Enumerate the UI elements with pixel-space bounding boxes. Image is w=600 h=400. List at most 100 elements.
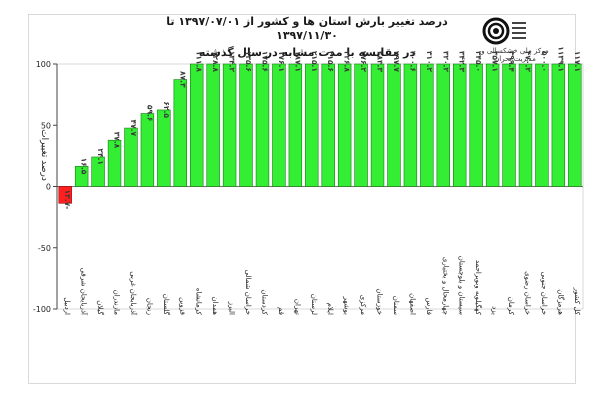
bar (469, 63, 483, 187)
logo-caption: مرکز ملی خشکسالی و مدیریت بحران (481, 47, 549, 63)
category-label: سمنان (392, 296, 400, 315)
category-label: چهارمحال و بختیاری (441, 257, 449, 315)
value-label: ۱۳۴.۲ (228, 51, 237, 73)
bar (518, 63, 533, 187)
value-label: ۲۲۶.۸ (343, 51, 352, 73)
value-label: ۸۷.۳ (178, 71, 187, 88)
category-label: هرمزگان (556, 289, 565, 315)
category-label: لرستان (310, 294, 318, 315)
category-label: کردستان (260, 289, 268, 315)
value-labels: -۱۳.۷ ۱۶.۵ ۲۴.۱ ۳۷.۸ ۴۷.۷ ۵۹.۶ ۶۲.۵ ۸۷.۳ ۱۱۱.۸ ۱۲… (63, 46, 582, 209)
value-label: ۱۱۱.۸ (195, 51, 204, 73)
drought-center-logo-icon (478, 16, 530, 62)
value-label: ۱۳۵.۶ (244, 51, 253, 72)
title-line-1: درصد تغییر بارش استان ها و کشور از ۱۳۹۷/… (166, 15, 448, 42)
value-label: ۲۱۵.۱ (310, 51, 319, 72)
bar (305, 63, 319, 187)
chart-title: درصد تغییر بارش استان ها و کشور از ۱۳۹۷/… (149, 15, 465, 60)
value-label: ۳۴۲.۳ (458, 51, 467, 73)
category-label: کرمانشاه (195, 288, 203, 316)
category-label: مازندران (113, 290, 121, 316)
bar (107, 139, 122, 187)
bar (272, 63, 286, 187)
category-label: همدان (211, 297, 219, 316)
bar (206, 63, 220, 187)
bar (157, 109, 171, 187)
category-label: مرکزی (359, 295, 367, 316)
bar (403, 63, 418, 187)
bar (337, 63, 352, 187)
category-label: گیلان (96, 300, 105, 315)
bar (124, 127, 138, 187)
bar (370, 63, 385, 187)
value-label: ۳۴۵.۰ (474, 51, 483, 72)
bar (91, 156, 105, 187)
value-label: ۵۰۰.۰ (540, 51, 549, 72)
value-label: ۱۱۳۹.۱ (556, 46, 565, 72)
value-label: ۲۱۵.۶ (326, 51, 335, 72)
category-label: سیستان و بلوچستان (458, 256, 466, 315)
category-label: فارس (425, 298, 433, 315)
value-label: ۳۰۰.۶ (408, 51, 417, 72)
category-label: اردبیل (63, 297, 71, 315)
bar (453, 63, 467, 187)
category-label: خراسان شمالی (244, 269, 252, 315)
bar (255, 63, 270, 187)
y-tick-label: 50 (41, 121, 51, 130)
category-label: بوشهر (343, 295, 351, 315)
bar (387, 63, 401, 187)
category-label: تهران (293, 299, 301, 315)
value-label: ۱۷۶.۱ (277, 51, 286, 72)
category-label: گلستان (162, 294, 171, 316)
bar (239, 63, 253, 187)
bar (420, 63, 434, 187)
bar (502, 63, 516, 187)
bar (140, 113, 155, 187)
y-tick-label: -100 (33, 305, 51, 314)
value-label: ۳۵۷.۱ (491, 51, 500, 72)
bar (436, 63, 450, 187)
category-label: خراسان جنوبی (540, 272, 548, 315)
bar (485, 63, 500, 187)
value-label: ۲۴.۱ (96, 148, 105, 165)
category-label: ایلام (326, 303, 334, 315)
category-label: کل کشور (573, 287, 581, 316)
category-label: کرمان (507, 297, 515, 316)
bar (58, 186, 72, 204)
category-label: خوزستان (376, 288, 384, 315)
category-label: یزد (491, 306, 499, 315)
category-labels: اردبیل آذربایجان شرقی گیلان مازندران آذربایج… (63, 256, 581, 316)
bar (222, 63, 237, 187)
value-label: ۱۸۷.۱ (293, 51, 302, 72)
bar (190, 63, 204, 187)
bars (58, 63, 582, 204)
value-label: ۲۹۷.۷ (392, 51, 401, 73)
bar (535, 63, 549, 187)
category-label: اصفهان (408, 293, 416, 315)
value-label: ۴۷.۷ (129, 119, 138, 136)
category-label: آذربایجان غربی (129, 271, 138, 316)
bar (288, 63, 303, 187)
y-axis-label: درصد تغییرات (39, 129, 49, 181)
category-label: البرز (228, 301, 236, 315)
value-label: ۳۹۹.۴ (507, 51, 516, 73)
category-label: زنجان (145, 298, 153, 315)
y-tick-label: 100 (36, 60, 51, 69)
value-label: ۱۱۷.۱ (573, 51, 582, 72)
y-tick-label: 0 (46, 183, 51, 192)
value-label: ۳۷.۸ (113, 132, 122, 149)
y-tick-label: -50 (38, 244, 51, 253)
category-label: قزوین (178, 297, 186, 315)
category-label: قم (277, 307, 285, 315)
bar (568, 63, 582, 187)
bar (354, 63, 368, 187)
value-label: -۱۳.۷ (63, 190, 72, 210)
bar (551, 63, 566, 187)
value-label: ۱۷۵.۶ (260, 51, 269, 72)
value-label: ۱۶.۵ (80, 158, 89, 175)
value-label: ۱۲۸.۸ (211, 51, 220, 73)
category-label: کهگیلویه وبویراحمد (474, 260, 483, 316)
value-label: ۳۱۰.۲ (425, 51, 434, 73)
